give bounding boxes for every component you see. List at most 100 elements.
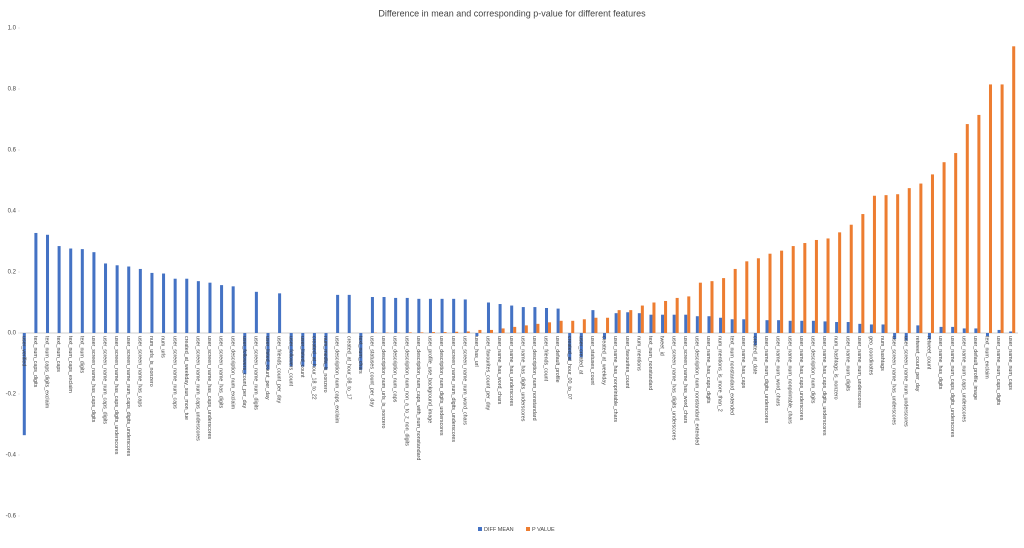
bar [800, 321, 803, 333]
x-tick-label: text_num_nonstandard_extended [728, 336, 734, 415]
x-tick-label: user_screen_name_num_word_chars [461, 336, 467, 425]
bar [185, 279, 188, 333]
bar [139, 269, 142, 333]
x-tick-label: user_description_num_urls_is_nonzero [380, 336, 386, 429]
bar [545, 308, 548, 333]
bar [873, 196, 876, 333]
legend-swatch [526, 527, 530, 531]
x-tick-label: user_screen_name_num_digits_underscores [450, 336, 456, 442]
x-tick-label: user_screen_name_has_caps_digits_undersc… [113, 336, 119, 455]
bar [780, 251, 783, 333]
x-tick-label: retweet_count [926, 336, 932, 370]
bar [765, 320, 768, 333]
x-tick-label: user_screen_name_has_word_chars [682, 336, 688, 424]
bar [641, 306, 644, 333]
x-tick-label: user_screen_name_num_caps [171, 336, 177, 409]
bar [394, 298, 397, 333]
x-tick-label: num_urls_is_nonzero [148, 336, 154, 387]
bar [684, 315, 687, 333]
bar [371, 297, 374, 333]
bar [742, 319, 745, 333]
bar [522, 307, 525, 333]
bar [487, 303, 490, 334]
x-tick-label: num_hashtags [879, 336, 885, 371]
y-tick-label: 1.0 [8, 26, 17, 32]
x-tick-label: num_hashtags_is_nonzero [833, 336, 839, 400]
bar [81, 249, 84, 333]
x-tick-label: user_statuses_count_per_day [369, 336, 375, 407]
x-tick-label: user_name_has_digits [937, 336, 943, 390]
bar [919, 184, 922, 333]
x-tick-label: user_description_num_non_a_to_z_non_digi… [403, 336, 409, 446]
bar [69, 249, 72, 333]
bar [197, 281, 200, 333]
bar [745, 261, 748, 333]
y-tick-label: 0.2 [8, 270, 17, 276]
bar [847, 322, 850, 333]
bar [127, 267, 130, 333]
bar [499, 304, 502, 333]
bar [208, 283, 211, 333]
x-tick-label: retweet_count_per_day [914, 336, 920, 392]
x-tick-label: user_name_num_caps [1007, 336, 1013, 390]
y-tick-label: 0.6 [8, 148, 17, 154]
bar [652, 303, 655, 334]
bar [571, 321, 574, 333]
bar [699, 283, 702, 333]
bar [838, 232, 841, 333]
bar [455, 332, 458, 333]
bar [908, 188, 911, 333]
bar [1001, 84, 1004, 333]
bar [673, 315, 676, 333]
bar [696, 316, 699, 333]
bar [150, 273, 153, 333]
bar [998, 330, 1001, 333]
x-tick-label: num_urls [160, 336, 166, 358]
x-tick-label: user_screen_name_has_digits [218, 336, 224, 408]
x-tick-label: num_mentions_is_more_than_2 [717, 336, 723, 412]
bar [104, 263, 107, 333]
x-tick-label: user_description_num_caps_exclaim [334, 336, 340, 424]
bar [870, 324, 873, 333]
bar [417, 299, 420, 333]
bar [885, 195, 888, 333]
bar [966, 124, 969, 333]
x-tick-label: user_name_num_caps_digits_underscores [949, 336, 955, 438]
x-tick-label: user_screen_name_num_underscores [902, 336, 908, 427]
y-tick-label: 0.4 [8, 209, 17, 215]
x-tick-label: user_name_has_word_chars [496, 336, 502, 405]
bar [974, 328, 977, 333]
bar [432, 332, 435, 333]
x-tick-label: user_name_num_caps_digits [995, 336, 1001, 406]
bar [951, 327, 954, 333]
x-tick-label: user_name_num_digits [844, 336, 850, 391]
bar [220, 285, 223, 333]
bar [757, 258, 760, 333]
bar [420, 332, 423, 333]
x-tick-label: user_screen_name_num_caps_underscores [194, 336, 200, 441]
x-tick-label: user_listed_count [299, 336, 305, 378]
x-tick-label: user_name_num_caps_underscores [960, 336, 966, 422]
bar [731, 319, 734, 333]
x-tick-label: user_name_has_caps_digits [705, 336, 711, 404]
x-tick-label: user_name_num_underscores [856, 336, 862, 408]
bar [812, 321, 815, 333]
bar [638, 313, 641, 333]
x-tick-label: user_listed_count_per_day [264, 336, 270, 400]
bar [513, 327, 516, 333]
x-tick-label: user_verified [20, 336, 26, 366]
bar [707, 316, 710, 333]
bar [490, 330, 493, 333]
x-tick-label: created_at_hour_08_to_17 [345, 336, 351, 400]
x-tick-label: user_followers_count [287, 336, 293, 387]
bar [977, 115, 980, 333]
x-tick-label: user_name_has_digits_underscores [519, 336, 525, 422]
bar [278, 293, 281, 333]
bar [931, 174, 934, 333]
bar [536, 324, 539, 333]
bar [1012, 46, 1015, 333]
bar [943, 162, 946, 333]
bar [174, 279, 177, 333]
bar [916, 325, 919, 333]
